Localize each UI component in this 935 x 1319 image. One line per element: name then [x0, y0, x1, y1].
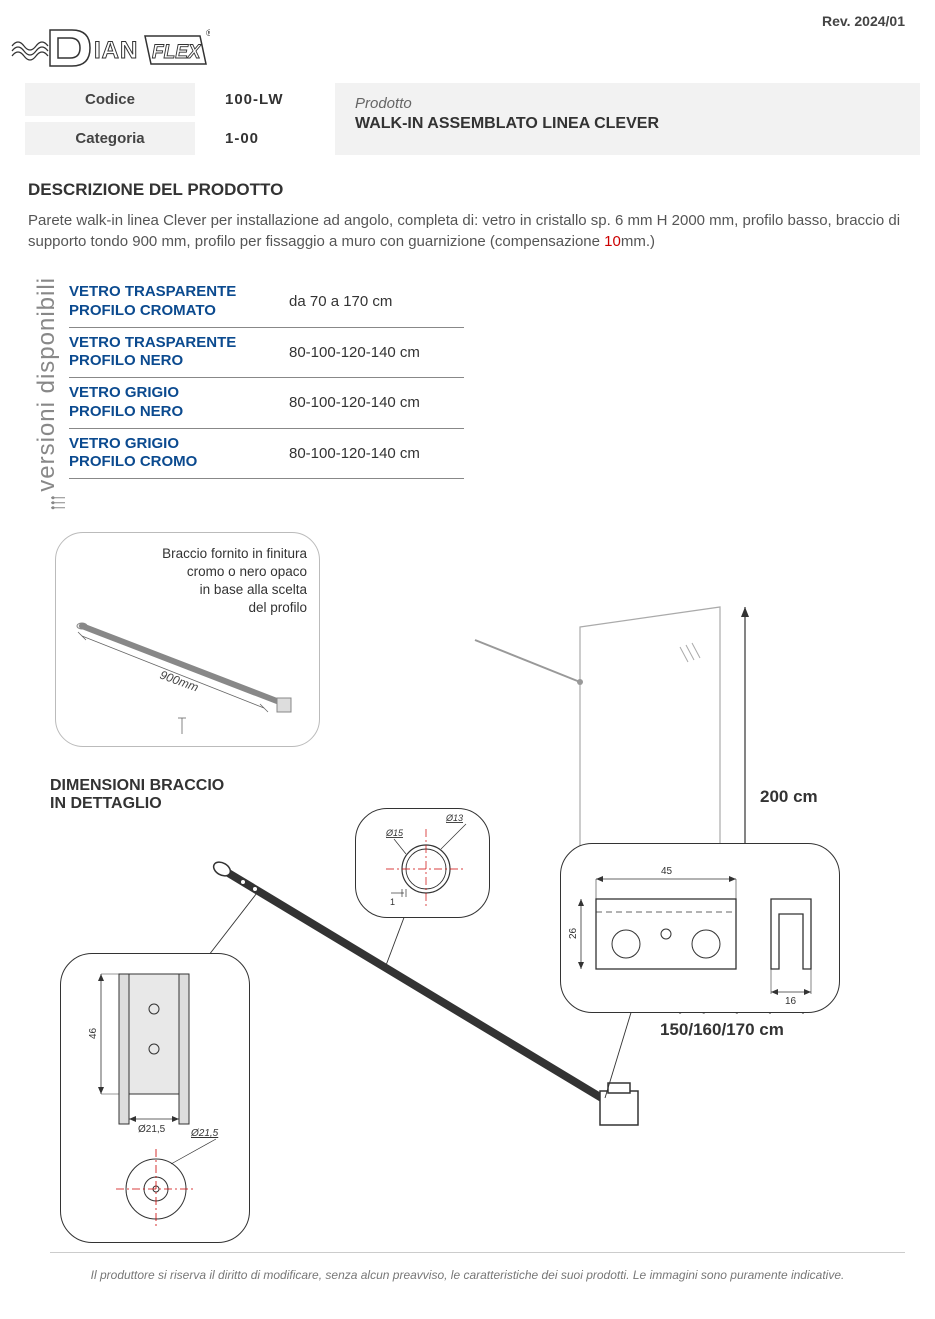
dim-1: 1	[390, 897, 395, 907]
detail-clamp: 45 26 16	[560, 843, 840, 1013]
v0s: da 70 a 170 cm	[289, 293, 392, 310]
dim-45: 45	[661, 866, 673, 877]
svg-text:®: ®	[206, 28, 210, 38]
description-text: Parete walk-in linea Clever per installa…	[28, 210, 905, 252]
codice-value: 100-LW	[195, 91, 315, 108]
desc-post: mm.)	[621, 233, 655, 250]
br-l2: cromo o nero opaco	[187, 564, 307, 579]
braccio-iso-drawing: 900mm	[64, 608, 309, 738]
version-row: VETRO GRIGIOPROFILO CROMO 80-100-120-140…	[69, 429, 464, 480]
dim-46: 46	[88, 1027, 99, 1039]
panel-height-label: 200 cm	[760, 787, 818, 807]
version-row: VETRO GRIGIO PROFILO NERO 80-100-120-140 …	[69, 378, 464, 429]
categoria-label: Categoria	[25, 122, 195, 155]
svg-text:IAN: IAN	[94, 37, 138, 64]
v1l1: VETRO TRASPARENTE	[69, 334, 236, 351]
dim-d15: Ø15	[385, 828, 404, 838]
categoria-value: 1-00	[195, 130, 315, 147]
svg-text:FLEX: FLEX	[152, 42, 202, 63]
revision-text: Rev. 2024/01	[822, 13, 905, 29]
dim-26: 26	[568, 927, 579, 939]
detail-drawings: 46 Ø21,5 Ø21,5 Ø13 Ø15	[50, 823, 905, 1253]
codice-label: Codice	[25, 83, 195, 116]
v0l1: VETRO TRASPARENTE	[69, 283, 236, 300]
detail-tube-section: Ø13 Ø15 1	[355, 808, 490, 918]
versions-side-label: versioni disponibili	[25, 277, 69, 514]
detail-wall-bracket: 46 Ø21,5 Ø21,5	[60, 953, 250, 1243]
brand-logo: IAN FLEX ®	[10, 18, 935, 73]
v3s: 80-100-120-140 cm	[289, 445, 420, 462]
dim-d13: Ø13	[445, 813, 463, 823]
v1s: 80-100-120-140 cm	[289, 344, 420, 361]
v1l2: PROFILO NERO	[69, 352, 183, 369]
header-metadata: Codice 100-LW Categoria 1-00 Prodotto WA…	[25, 83, 935, 155]
v2s: 80-100-120-140 cm	[289, 394, 420, 411]
product-label: Prodotto	[355, 95, 900, 112]
categoria-row: Categoria 1-00	[25, 122, 315, 155]
br-l3: in base alla scelta	[200, 582, 307, 597]
footer-disclaimer: Il produttore si riserva il diritto di m…	[30, 1268, 905, 1282]
v2l2: PROFILO NERO	[69, 403, 183, 420]
versions-block: versioni disponibili VETRO TRASPARENTEPR…	[25, 277, 935, 514]
v3l2: PROFILO CROMO	[69, 453, 197, 470]
br-l1: Braccio fornito in finitura	[162, 546, 307, 561]
dim-21a: Ø21,5	[138, 1124, 166, 1135]
product-name: WALK-IN ASSEMBLATO LINEA CLEVER	[355, 115, 900, 133]
v3l1: VETRO GRIGIO	[69, 435, 179, 452]
version-row: VETRO TRASPARENTEPROFILO NERO 80-100-120…	[69, 328, 464, 379]
v0l2: PROFILO CROMATO	[69, 302, 216, 319]
version-row: VETRO TRASPARENTE PROFILO CROMATO da 70 a…	[69, 277, 464, 328]
dim-21b: Ø21,5	[190, 1128, 219, 1139]
codice-row: Codice 100-LW	[25, 83, 315, 116]
description-title: DESCRIZIONE DEL PRODOTTO	[28, 180, 935, 200]
product-box: Prodotto WALK-IN ASSEMBLATO LINEA CLEVER	[335, 83, 920, 155]
desc-pre: Parete walk-in linea Clever per installa…	[28, 212, 900, 250]
desc-red: 10	[604, 233, 621, 250]
braccio-note-box: Braccio fornito in finitura cromo o nero…	[55, 532, 320, 747]
dim-16: 16	[785, 996, 797, 1007]
versions-list: VETRO TRASPARENTE PROFILO CROMATO da 70 a…	[69, 277, 464, 514]
v2l1: VETRO GRIGIO	[69, 384, 179, 401]
